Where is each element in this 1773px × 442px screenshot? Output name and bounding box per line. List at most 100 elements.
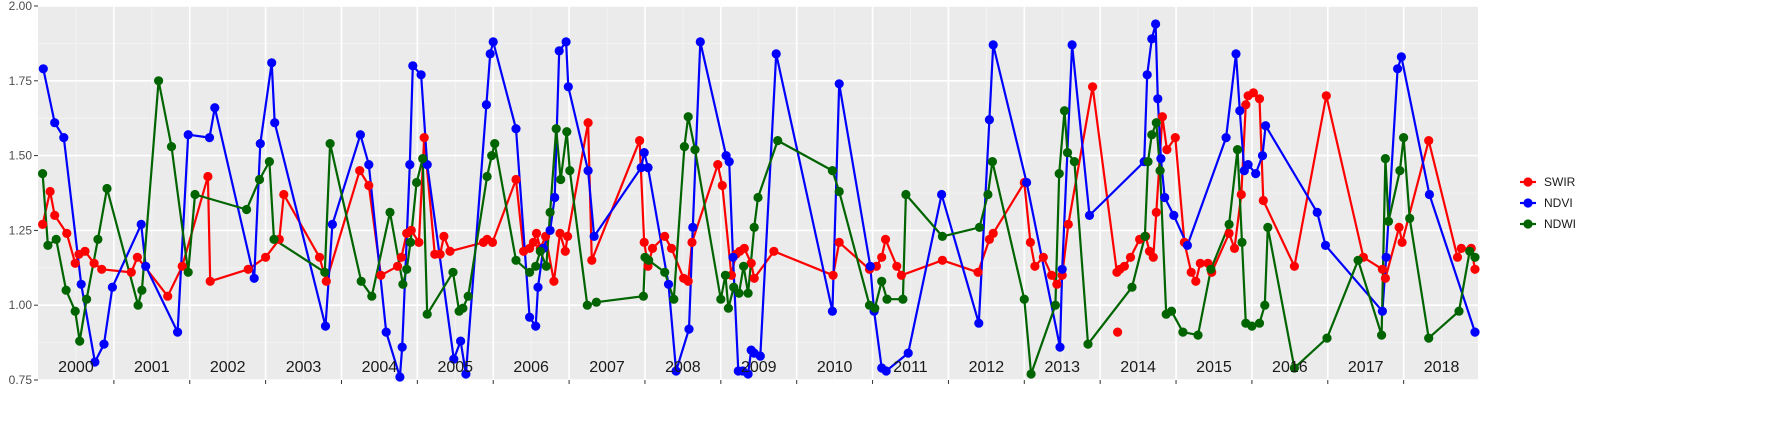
data-point-ndwi — [562, 127, 572, 137]
data-point-ndwi — [582, 300, 592, 310]
data-point-ndvi — [204, 133, 215, 143]
data-point-ndwi — [1395, 166, 1405, 176]
data-point-ndvi — [1320, 240, 1331, 250]
data-point-swir — [1236, 189, 1246, 200]
data-point-ndwi — [734, 288, 744, 298]
data-point-swir — [749, 273, 759, 283]
data-point-swir — [1394, 222, 1404, 232]
data-point-swir — [45, 186, 55, 197]
data-point-ndvi — [643, 163, 653, 173]
data-point-swir — [126, 267, 136, 277]
data-point-swir — [988, 228, 998, 238]
data-point-ndwi — [154, 76, 164, 86]
data-point-ndvi — [1169, 210, 1179, 220]
data-point-ndvi — [408, 61, 418, 71]
data-point-ndvi — [511, 124, 521, 134]
data-point-swir — [739, 243, 749, 253]
data-point-swir — [89, 258, 99, 268]
data-point-swir — [1148, 252, 1158, 262]
legend-label-swir: SWIR — [1544, 175, 1576, 189]
data-point-ndvi — [865, 261, 875, 271]
data-point-swir — [1377, 264, 1387, 274]
data-point-ndwi — [729, 282, 739, 292]
year-label: 2010 — [817, 359, 853, 376]
data-point-ndvi — [545, 225, 555, 235]
data-point-swir — [38, 219, 48, 229]
data-point-ndwi — [43, 240, 53, 250]
data-point-ndwi — [974, 222, 985, 232]
data-point-ndwi — [1377, 330, 1387, 340]
y-tick-label: 1.00 — [9, 298, 33, 312]
data-point-ndwi — [1062, 148, 1073, 158]
data-point-ndwi — [1155, 166, 1165, 176]
data-point-ndwi — [1405, 213, 1415, 223]
data-point-swir — [1052, 279, 1062, 289]
data-point-ndwi — [448, 267, 458, 277]
data-point-ndwi — [1140, 231, 1150, 241]
data-point-ndvi — [1221, 133, 1231, 143]
year-label: 2004 — [362, 359, 398, 376]
year-label: 2017 — [1348, 359, 1384, 376]
y-tick-label: 1.75 — [9, 74, 33, 88]
data-point-ndvi — [984, 115, 995, 125]
data-point-ndvi — [255, 139, 265, 149]
data-point-swir — [1063, 219, 1073, 229]
data-point-ndvi — [771, 49, 781, 59]
data-point-swir — [713, 160, 723, 170]
data-point-ndvi — [449, 354, 459, 364]
data-point-ndvi — [456, 336, 466, 346]
data-point-swir — [877, 252, 887, 262]
data-point-swir — [177, 261, 187, 271]
data-point-ndwi — [690, 145, 700, 155]
data-point-swir — [687, 237, 697, 247]
data-point-swir — [70, 258, 80, 268]
data-point-ndvi — [136, 219, 146, 229]
data-point-ndvi — [1261, 121, 1271, 131]
data-point-ndvi — [533, 282, 543, 292]
data-point-swir — [549, 276, 559, 286]
data-point-ndwi — [877, 276, 887, 286]
data-point-ndwi — [1069, 157, 1079, 167]
data-point-swir — [355, 166, 365, 176]
data-point-ndwi — [1232, 145, 1243, 155]
y-tick-label: 2.00 — [9, 0, 33, 13]
data-point-ndwi — [937, 231, 948, 241]
data-point-swir — [1191, 276, 1201, 286]
data-point-swir — [717, 180, 727, 191]
data-point-ndwi — [402, 264, 412, 274]
data-point-swir — [406, 225, 416, 235]
data-point-ndwi — [1147, 130, 1157, 140]
data-point-ndwi — [556, 174, 566, 185]
data-point-ndvi — [107, 282, 117, 292]
data-point-swir — [314, 252, 325, 262]
data-point-ndvi — [355, 130, 365, 140]
data-point-ndvi — [743, 369, 753, 379]
data-point-ndwi — [882, 294, 892, 304]
data-point-swir — [1456, 243, 1466, 253]
y-tick-label: 1.25 — [9, 223, 33, 237]
data-point-ndwi — [1254, 318, 1265, 328]
year-label: 2018 — [1424, 359, 1460, 376]
data-point-swir — [1151, 207, 1161, 217]
data-point-ndwi — [356, 276, 366, 286]
data-point-ndvi — [320, 321, 331, 331]
data-point-swir — [555, 228, 565, 238]
data-point-ndwi — [51, 234, 61, 244]
data-point-ndwi — [669, 294, 679, 304]
data-point-ndvi — [481, 100, 491, 110]
data-point-swir — [531, 228, 542, 238]
data-point-swir — [487, 237, 498, 247]
data-point-swir — [563, 231, 573, 241]
data-point-ndwi — [716, 294, 726, 304]
data-point-ndwi — [1399, 133, 1409, 143]
data-point-swir — [1162, 145, 1172, 155]
data-point-ndvi — [267, 58, 277, 68]
data-point-ndvi — [99, 339, 109, 349]
data-point-ndwi — [1424, 333, 1434, 343]
data-point-ndvi — [937, 189, 947, 200]
data-point-ndvi — [827, 306, 838, 316]
data-point-ndvi — [1084, 210, 1095, 220]
data-point-swir — [205, 276, 215, 286]
data-point-ndwi — [320, 267, 330, 277]
data-point-ndwi — [93, 234, 103, 244]
